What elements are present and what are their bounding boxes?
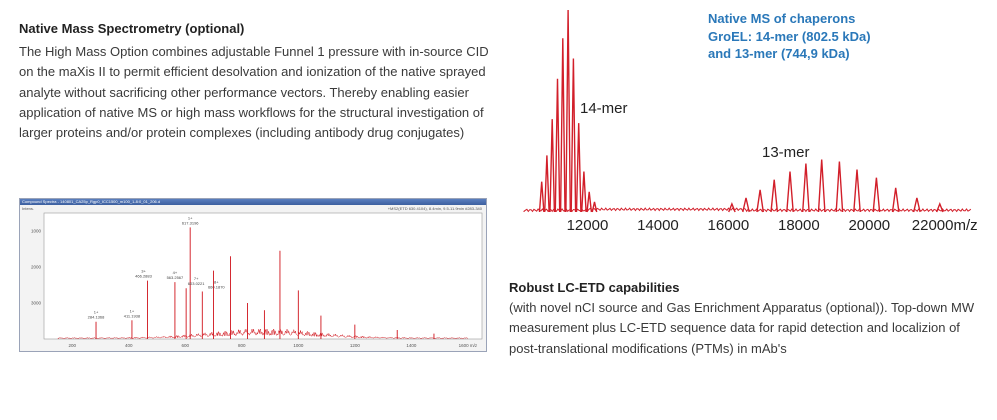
spectrum-y-tick: 2000	[31, 265, 42, 270]
lc-etd-description: (with novel nCI source and Gas Enrichmen…	[509, 300, 975, 356]
chart-title-line-3: and 13-mer (744,9 kDa)	[708, 46, 850, 61]
peak-mz-label: 603.0221	[188, 281, 205, 286]
peak-14-mer	[559, 38, 566, 213]
peak-14-mer	[570, 58, 577, 213]
peak-13-mer	[728, 201, 736, 213]
peak-13-mer	[742, 197, 750, 213]
spectrum-y-axis-label: Intens.	[22, 206, 35, 211]
peak-charge-label: 4+	[173, 270, 178, 275]
peak-13-mer	[913, 197, 921, 213]
peak-mz-label: 563.2567	[167, 275, 184, 280]
peak-14-mer	[581, 171, 587, 213]
peak-14-mer	[586, 191, 593, 213]
spectrum-window-title: Compound Spectra - 140801_CA25p_Rgp0_ICC…	[20, 199, 486, 205]
peak-mz-label: 411.1938	[124, 313, 141, 318]
peak-14-mer	[554, 78, 561, 213]
etd-spectrum-plot: 3000 2000 1000 200 400 600 800 1000 1200 1400 1600…	[31, 212, 483, 348]
peak-mz-label: 284.1368	[88, 315, 105, 320]
spectrum-x-tick: 600	[182, 343, 190, 348]
peak-13-mer	[835, 161, 844, 213]
lc-etd-heading: Robust LC-ETD capabilities	[509, 280, 680, 295]
peak-14-mer	[549, 119, 556, 213]
baseline-trace	[523, 207, 972, 213]
x-tick-label: 14000	[637, 217, 679, 234]
peak-charge-label: 1+	[130, 308, 135, 313]
peak-13-mer	[817, 159, 826, 213]
spectrum-x-tick: 200	[69, 343, 77, 348]
peak-14-mer	[591, 201, 598, 213]
spectrum-x-tick: 1400	[406, 343, 417, 348]
native-ms-heading: Native Mass Spectrometry (optional)	[19, 21, 245, 36]
peak-14-mer	[538, 181, 545, 213]
native-ms-chart: Native MS of chaperons GroEL: 14-mer (80…	[523, 9, 978, 234]
x-tick-label: 20000	[848, 217, 890, 234]
peak-13-mer	[872, 177, 881, 213]
native-ms-description: The High Mass Option combines adjustable…	[19, 44, 489, 141]
peak-charge-label: 3+	[141, 269, 146, 274]
spectrum-x-tick: 1600 m/z	[459, 343, 478, 348]
spectrum-noise-trace	[57, 328, 469, 340]
spectrum-scan-info: +MS2(ETD 630.4104), 8.4min, 9.5-11.9min …	[387, 206, 482, 211]
peak-13-mer	[802, 163, 810, 213]
spectrum-x-tick: 1000	[293, 343, 304, 348]
x-tick-label: 12000	[567, 217, 609, 234]
etd-spectrum-screenshot: Compound Spectra - 140801_CA25p_Rgp0_ICC…	[19, 198, 487, 352]
peak-charge-label: 7+	[194, 276, 199, 281]
spectrum-x-tick: 1200	[350, 343, 361, 348]
spectrum-plot-area	[43, 212, 483, 340]
peak-mz-label: 660.1870	[208, 284, 225, 289]
x-tick-label: 18000	[778, 217, 820, 234]
chart-title-line-2: GroEL: 14-mer (802.5 kDa)	[708, 29, 871, 44]
spectrum-x-tick: 400	[125, 343, 133, 348]
peak-mz-label: 617.3196	[182, 220, 199, 225]
peak-13-mer	[786, 171, 794, 213]
chart-title-line-1: Native MS of chaperons	[708, 11, 855, 26]
peak-13-mer	[756, 189, 764, 213]
peak-13-mer	[770, 179, 779, 213]
label-14-mer: 14-mer	[580, 100, 628, 117]
peak-14-mer	[544, 155, 550, 213]
peak-charge-label: 1+	[188, 215, 193, 220]
peak-13-mer	[935, 201, 944, 213]
spectrum-x-tick: 800	[238, 343, 246, 348]
peak-14-mer	[575, 123, 582, 213]
peak-13-mer	[891, 187, 900, 213]
peak-14-mer	[565, 9, 571, 213]
spectrum-y-tick: 3000	[31, 301, 42, 306]
peak-charge-label: 1+	[94, 310, 99, 315]
x-tick-label: 16000	[708, 217, 750, 234]
x-tick-label: 22000m/z	[912, 217, 978, 234]
spectrum-y-tick: 1000	[31, 229, 42, 234]
peak-13-mer	[853, 169, 861, 213]
peak-charge-label: 8+	[214, 279, 219, 284]
label-13-mer: 13-mer	[762, 144, 810, 161]
peak-mz-label: 466.2883	[135, 274, 152, 279]
